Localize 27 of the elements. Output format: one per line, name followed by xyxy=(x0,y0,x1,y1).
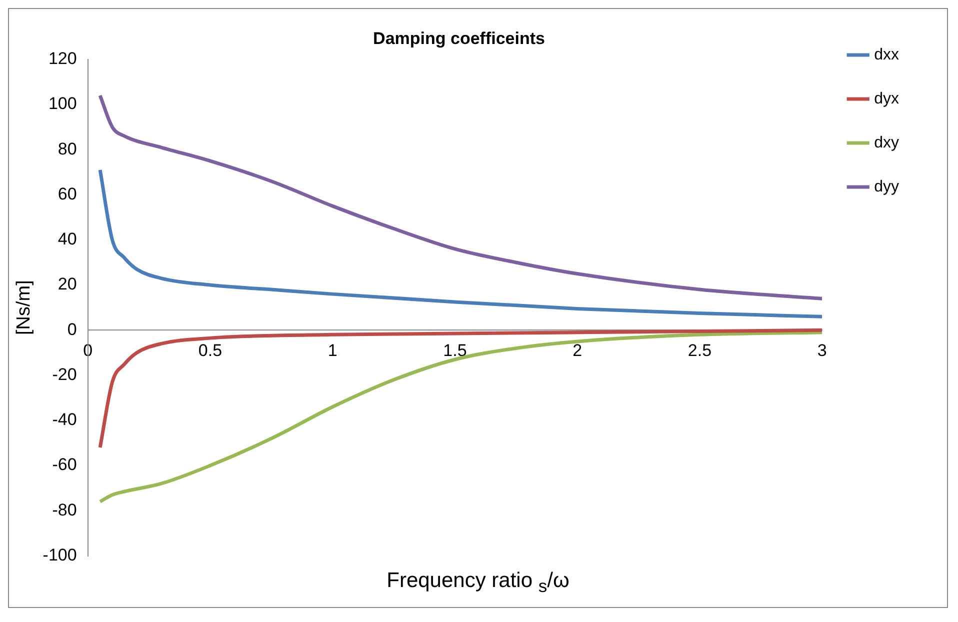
x-axis-title: Frequency ratio $_{s}$/ω xyxy=(386,569,570,598)
line-series xyxy=(98,94,822,300)
line-series xyxy=(98,168,822,318)
chart-title: Damping coefficeints xyxy=(373,28,545,48)
y-tick-label: 100 xyxy=(48,94,77,114)
y-tick-label: -20 xyxy=(52,364,77,384)
y-tick-label: -100 xyxy=(42,545,77,564)
legend-label: dyx xyxy=(874,90,900,108)
legend-label: dxx xyxy=(874,46,900,64)
x-tick-label: 1 xyxy=(328,341,338,360)
y-tick-label: -40 xyxy=(52,410,77,430)
y-axis-title: [Ns/m] xyxy=(14,280,35,336)
y-tick-label: 80 xyxy=(58,139,77,158)
y-tick-label: 40 xyxy=(58,230,77,249)
x-tick-label: 2 xyxy=(572,341,582,360)
y-tick-label: 0 xyxy=(67,320,77,339)
x-tick-label: 1.5 xyxy=(443,341,467,360)
legend-label: dxy xyxy=(874,134,900,152)
x-tick-label: 2.5 xyxy=(688,341,712,360)
y-tick-label: -80 xyxy=(52,500,77,520)
legend-label: dyy xyxy=(874,178,900,196)
y-tick-label: 20 xyxy=(58,274,77,294)
x-tick-label: 0.5 xyxy=(198,341,222,360)
y-tick-label: 120 xyxy=(48,49,77,68)
x-tick-label: 3 xyxy=(817,341,827,360)
y-tick-label: 60 xyxy=(58,184,77,204)
y-tick-label: -60 xyxy=(52,455,77,474)
